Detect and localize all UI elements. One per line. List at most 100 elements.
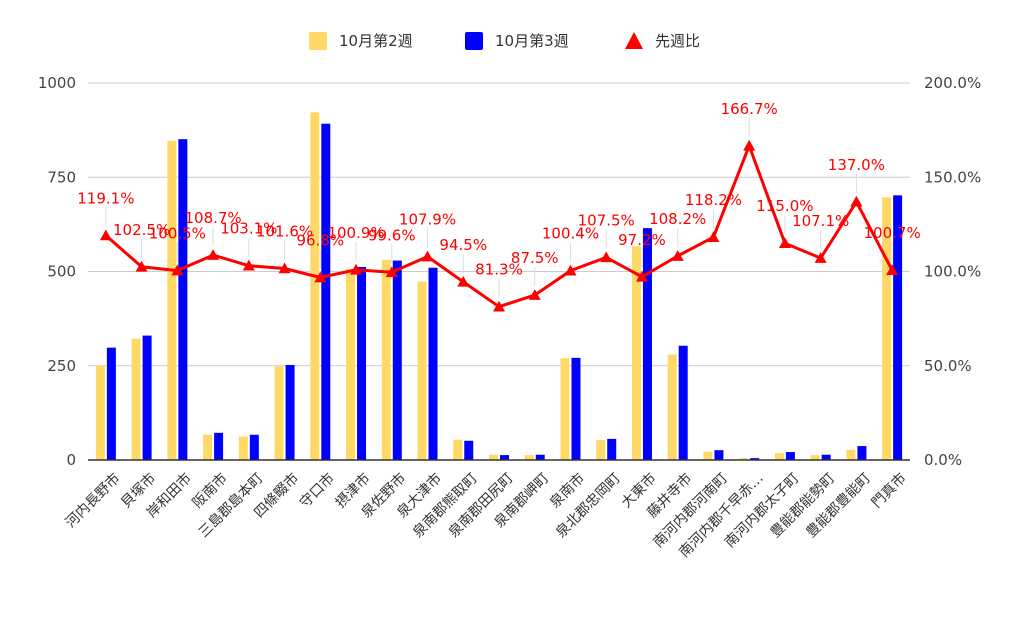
bar-week3 xyxy=(857,446,867,460)
bar-week2 xyxy=(524,455,534,460)
left-tick-label: 1000 xyxy=(38,74,76,92)
bar-week3 xyxy=(142,335,152,460)
gridlines xyxy=(88,82,910,367)
ratio-data-label: 119.1% xyxy=(77,189,134,207)
bar-week3 xyxy=(893,195,903,460)
ratio-marker xyxy=(886,264,899,275)
ratio-marker xyxy=(421,250,434,262)
bar-week2 xyxy=(703,451,713,460)
ratio-marker xyxy=(671,250,684,261)
ratio-marker xyxy=(171,264,184,276)
legend-label: 10月第3週 xyxy=(495,32,569,50)
bar-week2 xyxy=(631,246,641,460)
legend-label: 10月第2週 xyxy=(339,32,413,50)
legend: 10月第2週 10月第3週 先週比 xyxy=(309,32,700,50)
legend-swatch xyxy=(465,32,483,50)
ratio-marker xyxy=(385,266,398,278)
category-label: 河内長野市 xyxy=(62,470,124,532)
ratio-marker xyxy=(314,271,327,283)
bar-week3 xyxy=(642,228,652,460)
bar-week2 xyxy=(346,268,356,460)
ratio-data-label: 166.7% xyxy=(721,100,778,118)
bar-week3 xyxy=(428,267,438,460)
right-tick-label: 0.0% xyxy=(924,451,962,469)
bar-week2 xyxy=(310,112,320,460)
ratio-marker xyxy=(850,195,863,207)
bar-week3 xyxy=(500,455,509,460)
right-tick-label: 150.0% xyxy=(924,168,981,186)
ratio-data-label: 107.1% xyxy=(792,212,849,230)
category-labels: 河内長野市貝塚市岸和田市阪南市三島郡島本町四條畷市守口市摂津市泉佐野市泉大津市泉… xyxy=(62,470,910,561)
ratio-data-label: 115.0% xyxy=(756,197,813,215)
bar-week3 xyxy=(821,454,831,460)
bar-week2 xyxy=(453,439,463,460)
ratio-marker xyxy=(242,259,255,271)
bar-week2 xyxy=(274,366,284,460)
ratio-data-label: 108.7% xyxy=(184,209,241,227)
left-tick-label: 250 xyxy=(47,357,76,375)
ratio-marker xyxy=(707,231,720,242)
bar-week2 xyxy=(846,449,856,460)
ratio-line: 119.1% 102.5%100.5%108.7%103.1%101.6%96.8… xyxy=(77,100,921,312)
ratio-data-label: 100.7% xyxy=(864,224,921,242)
bar-week3 xyxy=(357,266,367,460)
ratio-marker xyxy=(635,270,648,282)
ratio-data-label: 137.0% xyxy=(828,156,885,174)
ratio-marker xyxy=(350,263,363,275)
ratio-marker xyxy=(493,300,505,312)
bar-week2 xyxy=(774,453,784,460)
bar-week2 xyxy=(417,281,427,460)
bar-week3 xyxy=(750,458,760,460)
ratio-data-label: 103.1% xyxy=(220,220,277,238)
bar-week3 xyxy=(678,345,688,460)
bar-week2 xyxy=(560,358,570,460)
right-axis-ticks: 0.0% 50.0% 100.0% 150.0% 200.0% xyxy=(924,74,981,469)
left-axis-ticks: 0 250 500 750 1000 xyxy=(38,74,76,469)
bar-week3 xyxy=(321,123,331,460)
ratio-data-label: 101.6% xyxy=(256,222,313,240)
right-tick-label: 50.0% xyxy=(924,357,972,375)
bar-week2 xyxy=(596,440,606,460)
ratio-marker xyxy=(564,264,577,276)
ratio-data-label: 100.9% xyxy=(327,224,384,242)
ratio-data-label: 102.5% xyxy=(113,221,170,239)
ratio-data-label: 108.2% xyxy=(649,210,706,228)
bar-week2 xyxy=(131,338,141,460)
ratio-data-label: 81.3% xyxy=(475,261,523,279)
bar-week2 xyxy=(203,434,213,460)
ratio-data-label: 107.5% xyxy=(578,211,635,229)
bar-week3 xyxy=(571,357,581,460)
bar-week2 xyxy=(489,454,498,460)
right-tick-label: 100.0% xyxy=(924,263,981,281)
bar-week2 xyxy=(167,140,177,460)
bar-week3 xyxy=(464,440,474,460)
left-tick-label: 0 xyxy=(66,451,76,469)
bar-week3 xyxy=(785,452,795,460)
ratio-data-label: 94.5% xyxy=(439,236,487,254)
ratio-data-label: 118.2% xyxy=(685,191,742,209)
left-tick-label: 500 xyxy=(47,263,76,281)
bar-week3 xyxy=(535,454,545,460)
bar-week2 xyxy=(810,455,820,460)
category-label: 守口市 xyxy=(296,470,338,512)
bar-week3 xyxy=(214,432,224,460)
legend-swatch xyxy=(309,32,327,50)
bar-week3 xyxy=(249,434,259,460)
ratio-marker xyxy=(528,289,541,300)
ratio-marker xyxy=(457,275,470,287)
left-tick-label: 750 xyxy=(47,168,76,186)
bar-week2 xyxy=(238,436,248,460)
ratio-data-label: 107.9% xyxy=(399,211,456,229)
bar-week2 xyxy=(95,365,105,460)
ratio-marker xyxy=(600,251,613,263)
bar-week3 xyxy=(607,438,617,460)
ratio-data-label: 100.5% xyxy=(149,225,206,243)
bar-week3 xyxy=(285,364,295,460)
legend-label: 先週比 xyxy=(655,32,700,50)
bar-week2 xyxy=(667,354,677,460)
ratio-data-label: 97.2% xyxy=(618,231,666,249)
category-label: 門真市 xyxy=(868,470,910,512)
bar-week2 xyxy=(381,259,391,460)
